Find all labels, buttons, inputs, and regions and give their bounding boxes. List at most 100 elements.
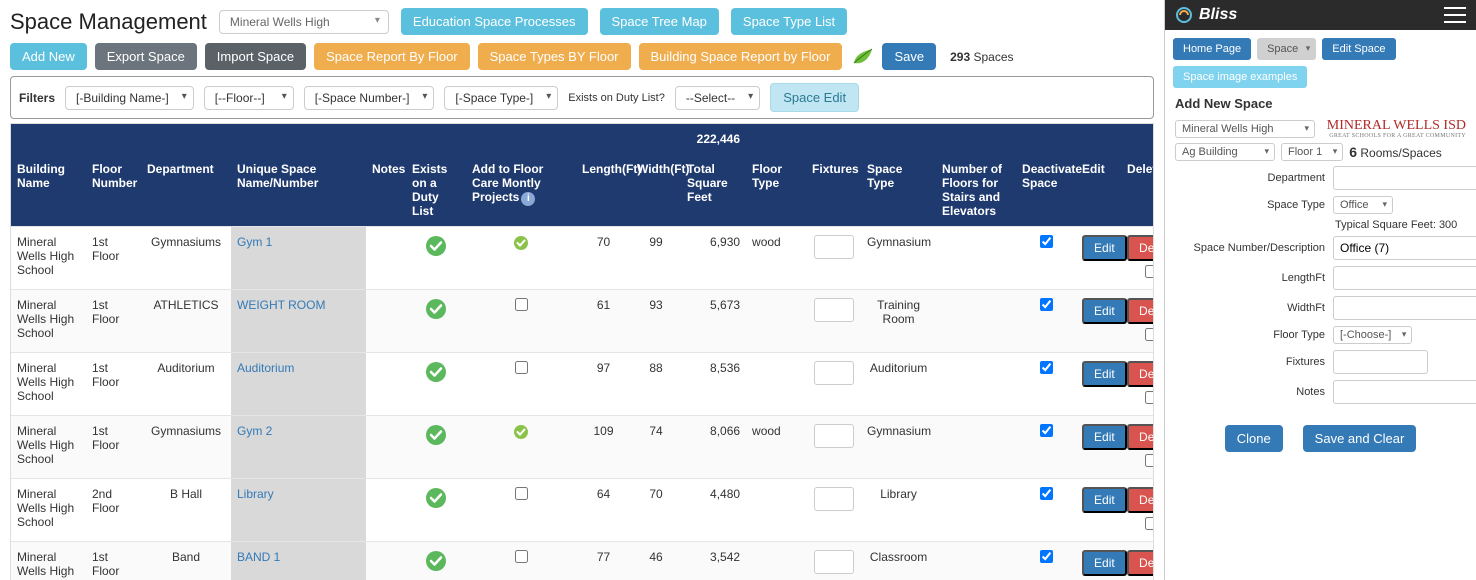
edit-button[interactable]: Edit	[1082, 361, 1127, 387]
filter-exists-select[interactable]: --Select--	[675, 86, 760, 110]
edit-button[interactable]: Edit	[1082, 298, 1127, 324]
col-floor[interactable]: Floor Number	[86, 154, 141, 227]
import-space-button[interactable]: Import Space	[205, 43, 306, 70]
cell-nfloors	[936, 227, 1016, 290]
cell-unique[interactable]: Gym 2	[231, 416, 366, 479]
col-sqft[interactable]: Total Square Feet	[681, 154, 746, 227]
col-stype[interactable]: Space Type	[861, 154, 936, 227]
deactivate-checkbox[interactable]	[1040, 424, 1053, 437]
space-report-by-floor-button[interactable]: Space Report By Floor	[314, 43, 470, 70]
delete-button[interactable]: Delete	[1127, 235, 1154, 261]
edit-button[interactable]: Edit	[1082, 550, 1127, 576]
col-building[interactable]: Building Name	[11, 154, 86, 227]
delete-checkbox[interactable]	[1145, 328, 1154, 341]
cell-unique[interactable]: Library	[231, 479, 366, 542]
space-edit-button[interactable]: Space Edit	[770, 83, 859, 112]
edit-button[interactable]: Edit	[1082, 424, 1127, 450]
fixtures-input[interactable]	[814, 487, 854, 511]
delete-button[interactable]: Delete	[1127, 424, 1154, 450]
menu-icon[interactable]	[1444, 7, 1466, 23]
add-project-checkbox[interactable]	[515, 361, 528, 374]
deactivate-checkbox[interactable]	[1040, 235, 1053, 248]
cell-duty	[406, 416, 466, 479]
cell-dept: Band	[141, 542, 231, 580]
deactivate-checkbox[interactable]	[1040, 487, 1053, 500]
label-width: WidthFt	[1175, 302, 1325, 314]
filter-floor[interactable]: [--Floor--]	[204, 86, 294, 110]
edu-space-processes-button[interactable]: Education Space Processes	[401, 8, 588, 35]
input-space-num[interactable]	[1333, 236, 1476, 260]
fixtures-input[interactable]	[814, 361, 854, 385]
cell-unique[interactable]: WEIGHT ROOM	[231, 290, 366, 353]
tab-edit-space[interactable]: Edit Space	[1322, 38, 1395, 60]
add-project-checkbox[interactable]	[515, 298, 528, 311]
col-deact[interactable]: Deactivate Space	[1016, 154, 1076, 227]
cell-unique[interactable]: BAND 1	[231, 542, 366, 580]
filter-building[interactable]: [-Building Name-]	[65, 86, 194, 110]
tab-space[interactable]: Space	[1257, 38, 1316, 60]
fixtures-input[interactable]	[814, 550, 854, 574]
cell-unique[interactable]: Auditorium	[231, 353, 366, 416]
space-tree-map-button[interactable]: Space Tree Map	[600, 8, 719, 35]
export-space-button[interactable]: Export Space	[95, 43, 197, 70]
col-nfloors[interactable]: Number of Floors for Stairs and Elevator…	[936, 154, 1016, 227]
tab-examples[interactable]: Space image examples	[1173, 66, 1307, 88]
col-wid[interactable]: Width(Ft)	[631, 154, 681, 227]
delete-checkbox[interactable]	[1145, 454, 1154, 467]
col-ftype[interactable]: Floor Type	[746, 154, 806, 227]
input-notes[interactable]	[1333, 380, 1476, 404]
edit-button[interactable]: Edit	[1082, 235, 1127, 261]
space-types-by-floor-button[interactable]: Space Types BY Floor	[478, 43, 631, 70]
side-school-select[interactable]: Mineral Wells High	[1175, 120, 1315, 138]
col-unique[interactable]: Unique Space Name/Number	[231, 154, 366, 227]
add-project-checkbox[interactable]	[515, 487, 528, 500]
delete-button[interactable]: Delete	[1127, 361, 1154, 387]
fixtures-input[interactable]	[814, 235, 854, 259]
delete-button[interactable]: Delete	[1127, 487, 1154, 513]
deactivate-checkbox[interactable]	[1040, 298, 1053, 311]
input-width[interactable]	[1333, 296, 1476, 320]
col-duty[interactable]: Exists on a Duty List	[406, 154, 466, 227]
col-fix[interactable]: Fixtures	[806, 154, 861, 227]
delete-checkbox[interactable]	[1145, 265, 1154, 278]
deactivate-checkbox[interactable]	[1040, 550, 1053, 563]
input-length[interactable]	[1333, 266, 1476, 290]
filter-space-number[interactable]: [-Space Number-]	[304, 86, 435, 110]
summary-row: 222,446	[11, 124, 1154, 154]
filter-space-type[interactable]: [-Space Type-]	[444, 86, 558, 110]
deactivate-checkbox[interactable]	[1040, 361, 1053, 374]
leaf-icon	[850, 47, 874, 67]
add-project-checkbox[interactable]	[515, 550, 528, 563]
delete-button[interactable]: Delete	[1127, 298, 1154, 324]
add-new-button[interactable]: Add New	[10, 43, 87, 70]
col-edit[interactable]: Edit	[1076, 154, 1121, 227]
col-add[interactable]: Add to Floor Care Montly Projectsi	[466, 154, 576, 227]
cell-stype: Gymnasium	[861, 416, 936, 479]
select-floor-type[interactable]: [-Choose-]	[1333, 326, 1412, 344]
save-clear-button[interactable]: Save and Clear	[1303, 425, 1417, 452]
building-space-report-button[interactable]: Building Space Report by Floor	[639, 43, 843, 70]
select-space-type[interactable]: Office	[1333, 196, 1393, 214]
col-len[interactable]: Length(Ft)	[576, 154, 631, 227]
cell-stype: Classroom	[861, 542, 936, 580]
space-type-list-button[interactable]: Space Type List	[731, 8, 847, 35]
side-building-select[interactable]: Ag Building	[1175, 143, 1275, 161]
edit-button[interactable]: Edit	[1082, 487, 1127, 513]
tab-home[interactable]: Home Page	[1173, 38, 1251, 60]
school-select[interactable]: Mineral Wells High	[219, 10, 389, 34]
col-notes[interactable]: Notes	[366, 154, 406, 227]
delete-checkbox[interactable]	[1145, 391, 1154, 404]
delete-checkbox[interactable]	[1145, 517, 1154, 530]
clone-button[interactable]: Clone	[1225, 425, 1283, 452]
side-floor-select[interactable]: Floor 1	[1281, 143, 1343, 161]
input-fixtures[interactable]	[1333, 350, 1428, 374]
input-department[interactable]	[1333, 166, 1476, 190]
col-dept[interactable]: Department	[141, 154, 231, 227]
isd-logo: MINERAL WELLS ISD GREAT SCHOOLS FOR A GR…	[1327, 119, 1466, 139]
col-delete[interactable]: Delete	[1121, 154, 1154, 227]
cell-unique[interactable]: Gym 1	[231, 227, 366, 290]
save-button[interactable]: Save	[882, 43, 936, 70]
fixtures-input[interactable]	[814, 298, 854, 322]
fixtures-input[interactable]	[814, 424, 854, 448]
delete-button[interactable]: Delete	[1127, 550, 1154, 576]
